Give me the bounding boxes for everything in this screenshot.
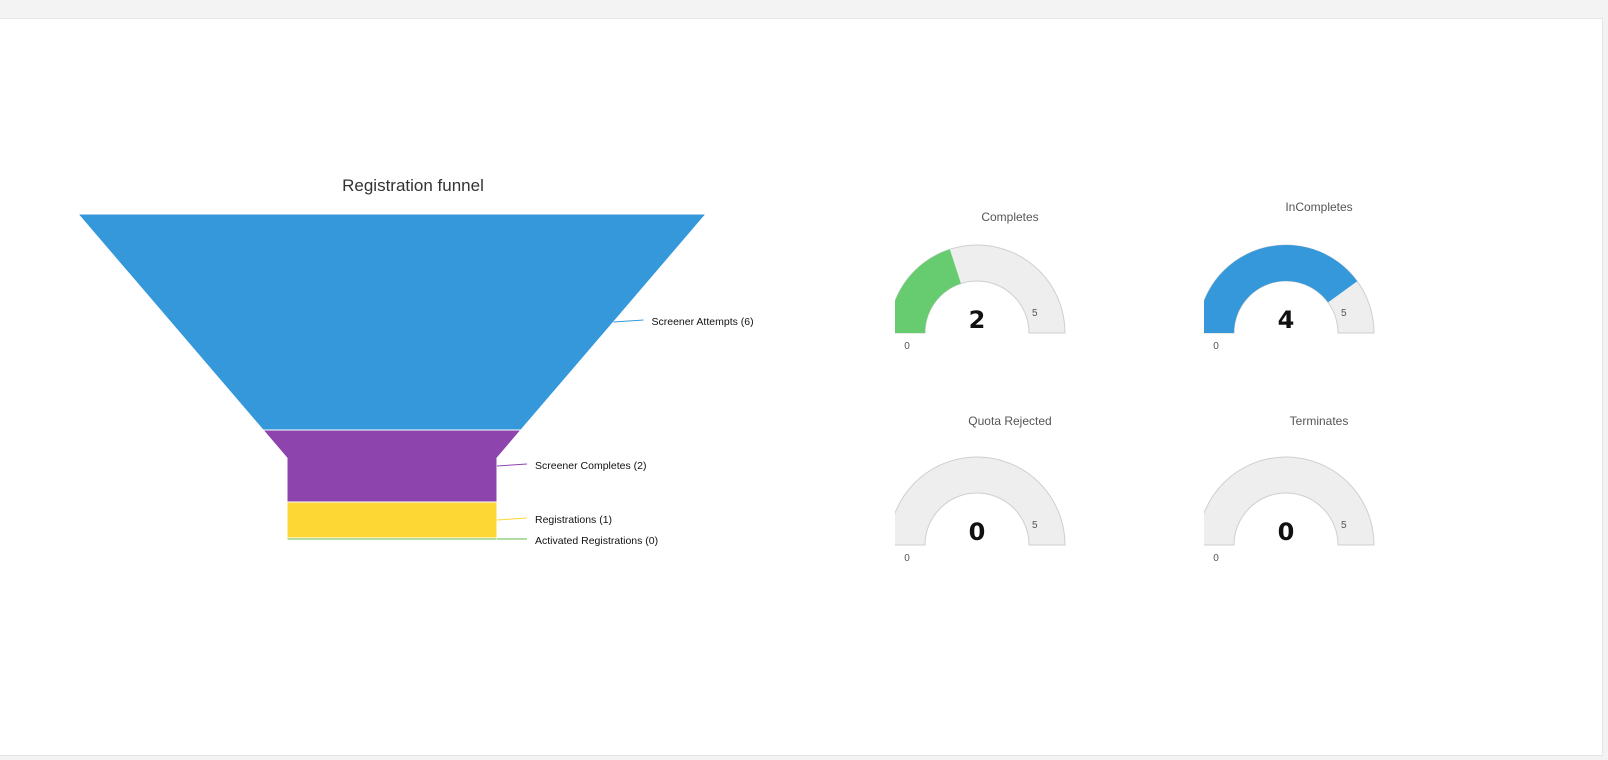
gauge-title: Terminates — [1289, 414, 1349, 428]
funnel-connector — [496, 517, 528, 521]
funnel-segment — [261, 429, 523, 503]
gauge-min-label: 0 — [1213, 553, 1219, 564]
funnel-title: Registration funnel — [342, 176, 484, 195]
gauge-svg: 2 0 5 — [895, 244, 1066, 352]
gauge-track — [895, 456, 1066, 546]
funnel-connector — [496, 463, 528, 467]
gauge-max-label: 5 — [1032, 308, 1038, 319]
gauge-max-label: 5 — [1341, 308, 1347, 319]
gauge-quota-rejected: Quota Rejected 0 0 5 — [895, 412, 1125, 592]
gauge-value: 4 — [1278, 306, 1295, 334]
gauge-min-label: 0 — [904, 553, 910, 564]
gauge-title: InCompletes — [1285, 200, 1353, 214]
funnel-label: Registrations (1) — [535, 514, 612, 526]
gauge-min-label: 0 — [1213, 341, 1219, 352]
gauge-completes: Completes 2 0 5 — [895, 200, 1125, 380]
gauge-fill — [1204, 245, 1358, 333]
gauge-title: Quota Rejected — [968, 414, 1052, 428]
funnel-label: Screener Attempts (6) — [651, 316, 753, 328]
funnel-segment — [76, 213, 708, 431]
gauge-svg: 4 0 5 — [1204, 244, 1375, 352]
gauge-fill — [895, 249, 961, 333]
gauge-max-label: 5 — [1341, 520, 1347, 531]
gauge-terminates: Terminates 0 0 5 — [1204, 412, 1434, 592]
gauge-svg: 0 0 5 — [1204, 456, 1375, 564]
gauge-track — [1204, 456, 1375, 546]
gauge-title: Completes — [981, 210, 1039, 224]
gauge-incompletes: InCompletes 4 0 5 — [1204, 200, 1434, 380]
gauge-min-label: 0 — [904, 341, 910, 352]
funnel-label: Screener Completes (2) — [535, 460, 646, 472]
gauge-max-label: 5 — [1032, 520, 1038, 531]
gauge-value: 0 — [969, 518, 986, 546]
gauge-svg: 0 0 5 — [895, 456, 1066, 564]
funnel-segment — [286, 537, 498, 541]
funnel-connector — [613, 319, 644, 323]
funnel-segment — [286, 501, 498, 539]
gauge-value: 0 — [1278, 518, 1295, 546]
gauge-value: 2 — [969, 306, 986, 334]
funnel-label: Activated Registrations (0) — [535, 535, 658, 547]
funnel-chart: Screener Attempts (6) Screener Completes … — [76, 213, 754, 547]
